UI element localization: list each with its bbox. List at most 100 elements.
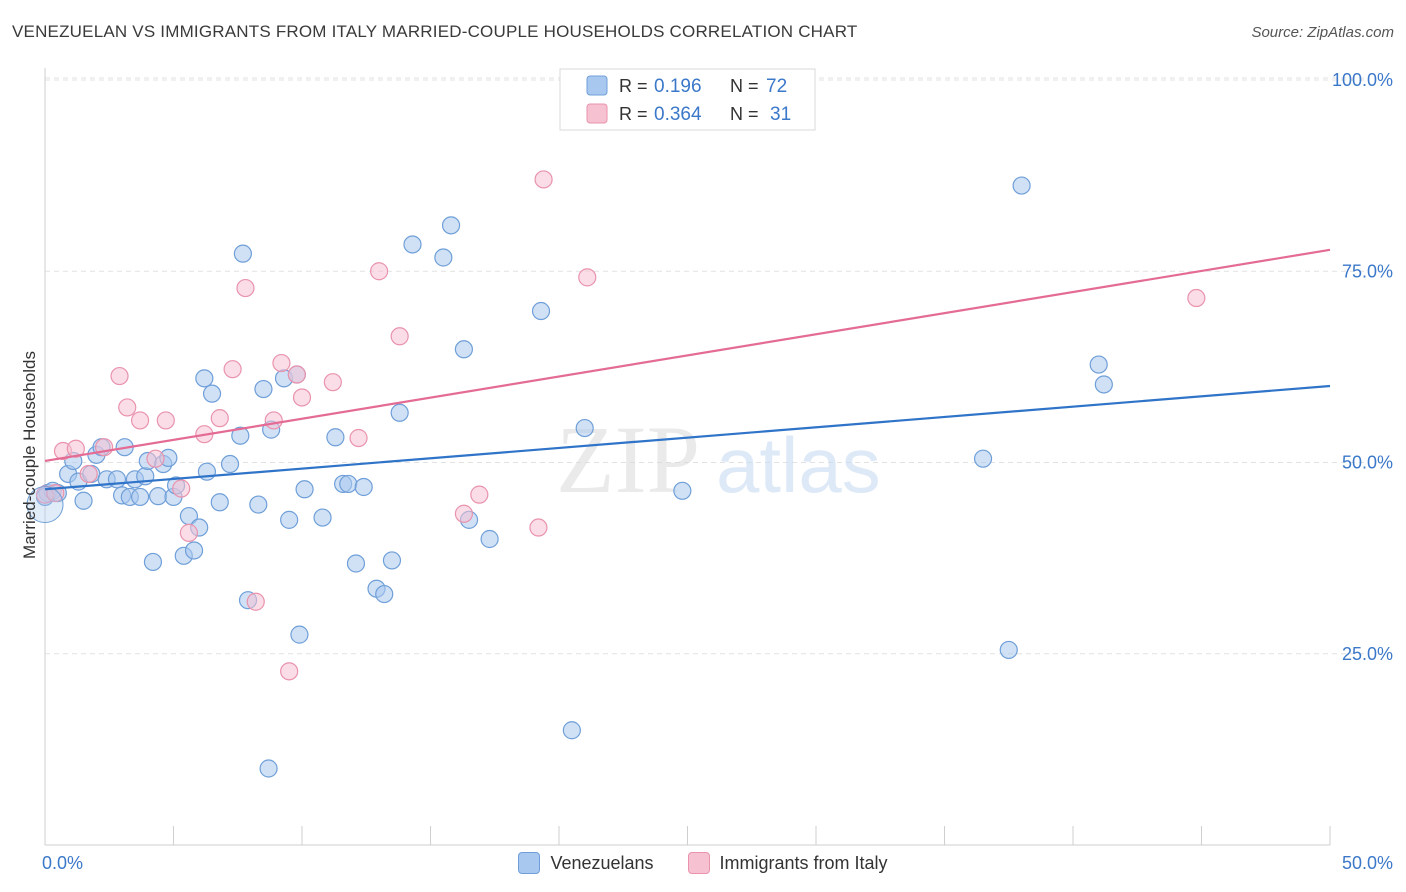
italy-point bbox=[323, 373, 342, 392]
venezuelan-point bbox=[148, 487, 168, 506]
italy-point bbox=[156, 411, 175, 430]
legend-r-value-1: 0.196 bbox=[654, 76, 702, 97]
venezuelan-point bbox=[295, 480, 314, 499]
legend-r-label-1: R = bbox=[619, 76, 648, 96]
italy-point bbox=[110, 366, 129, 386]
legend-item-italy[interactable]: Immigrants from Italy bbox=[687, 852, 888, 874]
venezuelan-point bbox=[382, 551, 402, 570]
y-tick-label: 75.0% bbox=[1342, 261, 1393, 281]
italy-point bbox=[370, 262, 389, 281]
italy-point bbox=[179, 523, 199, 542]
x-tick-label: 0.0% bbox=[42, 853, 83, 873]
venezuelans-swatch-icon bbox=[518, 852, 541, 874]
bottom-legend: Venezuelans Immigrants from Italy bbox=[0, 852, 1406, 874]
venezuelan-point bbox=[233, 244, 252, 263]
trend-lines bbox=[44, 248, 1331, 491]
venezuelan-point bbox=[290, 625, 309, 644]
venezuelan-point bbox=[143, 552, 163, 572]
italy-point bbox=[390, 327, 409, 346]
italy-point bbox=[470, 485, 489, 504]
venezuelan-point bbox=[999, 640, 1018, 660]
venezuelan-point bbox=[575, 418, 594, 438]
italy-point bbox=[79, 464, 98, 484]
legend-n-value-1: 72 bbox=[766, 76, 787, 97]
venezuelan-point bbox=[280, 510, 299, 529]
italy-point bbox=[349, 428, 368, 448]
italy-point bbox=[292, 388, 312, 407]
y-tick-label: 25.0% bbox=[1342, 644, 1393, 664]
venezuelan-point bbox=[195, 369, 214, 388]
italy-point bbox=[146, 449, 165, 468]
venezuelan-trend-line bbox=[44, 384, 1331, 491]
grid-lines bbox=[45, 77, 1364, 655]
venezuelan-point bbox=[184, 541, 204, 560]
venezuelan-point bbox=[354, 477, 373, 497]
venezuelan-point bbox=[390, 403, 409, 422]
italy-point bbox=[210, 409, 229, 428]
legend-swatch-venezuelans bbox=[586, 75, 608, 96]
italy-point bbox=[66, 439, 85, 458]
italy-point bbox=[236, 278, 255, 298]
venezuelan-point bbox=[202, 384, 222, 403]
source-label: Source: ZipAtlas.com bbox=[1251, 24, 1394, 41]
venezuelan-point bbox=[339, 474, 358, 494]
italy-point bbox=[172, 479, 191, 498]
venezuelan-point bbox=[130, 487, 150, 507]
venezuelan-point bbox=[210, 493, 229, 512]
italy-swatch-icon bbox=[687, 852, 710, 874]
venezuelan-point bbox=[441, 216, 461, 235]
venezuelan-point bbox=[254, 379, 273, 399]
italy-point bbox=[287, 365, 306, 384]
italy-point bbox=[246, 592, 265, 611]
italy-point bbox=[454, 504, 474, 523]
data-points bbox=[26, 170, 1206, 778]
watermark-atlas: atlas bbox=[716, 421, 881, 509]
venezuelan-point bbox=[434, 248, 453, 267]
italy-point bbox=[529, 518, 548, 537]
venezuelan-point bbox=[673, 481, 692, 500]
italy-point bbox=[534, 170, 553, 189]
italy-point bbox=[280, 662, 299, 681]
y-tick-label: 50.0% bbox=[1342, 453, 1393, 473]
venezuelan-point bbox=[1089, 355, 1108, 374]
venezuelan-point bbox=[346, 554, 366, 573]
legend-r-value-2: 0.364 bbox=[654, 104, 702, 125]
venezuelan-point bbox=[562, 721, 581, 740]
y-axis-label: Married-couple Households bbox=[20, 351, 39, 559]
venezuelan-point bbox=[326, 428, 345, 447]
venezuelan-point bbox=[107, 470, 127, 489]
axes: 25.0% 50.0% 75.0% 100.0% 0.0% 50.0% bbox=[42, 68, 1393, 873]
venezuelan-point bbox=[454, 340, 474, 359]
italy-point bbox=[118, 398, 137, 417]
x-tick-label: 50.0% bbox=[1342, 853, 1393, 873]
legend-item-venezuelans[interactable]: Venezuelans bbox=[518, 852, 654, 874]
venezuelan-point bbox=[74, 491, 93, 510]
legend-r-label-2: R = bbox=[619, 104, 648, 124]
chart-title: VENEZUELAN VS IMMIGRANTS FROM ITALY MARR… bbox=[12, 22, 858, 41]
venezuelan-point bbox=[375, 584, 394, 604]
italy-trend-line bbox=[44, 248, 1331, 463]
venezuelan-point bbox=[1012, 176, 1031, 195]
venezuelan-point bbox=[231, 426, 250, 445]
venezuelan-point bbox=[220, 454, 240, 474]
legend-swatch-italy bbox=[586, 103, 608, 124]
italy-point bbox=[264, 411, 283, 430]
venezuelan-point bbox=[480, 529, 499, 549]
venezuelan-point bbox=[1094, 375, 1113, 394]
y-tick-label: 100.0% bbox=[1332, 70, 1393, 90]
legend-n-label-1: N = bbox=[730, 76, 759, 96]
legend-n-label-2: N = bbox=[730, 104, 759, 124]
legend-label-italy: Immigrants from Italy bbox=[719, 852, 888, 873]
italy-point bbox=[1187, 288, 1206, 308]
legend-n-value-2: 31 bbox=[770, 104, 791, 125]
italy-point bbox=[130, 411, 150, 430]
legend-label-venezuelans: Venezuelans bbox=[550, 852, 654, 873]
venezuelan-point bbox=[313, 508, 332, 527]
venezuelan-point-cluster bbox=[26, 486, 64, 524]
venezuelan-point bbox=[403, 235, 422, 254]
venezuelan-point bbox=[249, 495, 268, 514]
italy-point bbox=[223, 360, 242, 379]
venezuelan-point bbox=[259, 759, 278, 778]
venezuelan-point bbox=[973, 449, 993, 468]
